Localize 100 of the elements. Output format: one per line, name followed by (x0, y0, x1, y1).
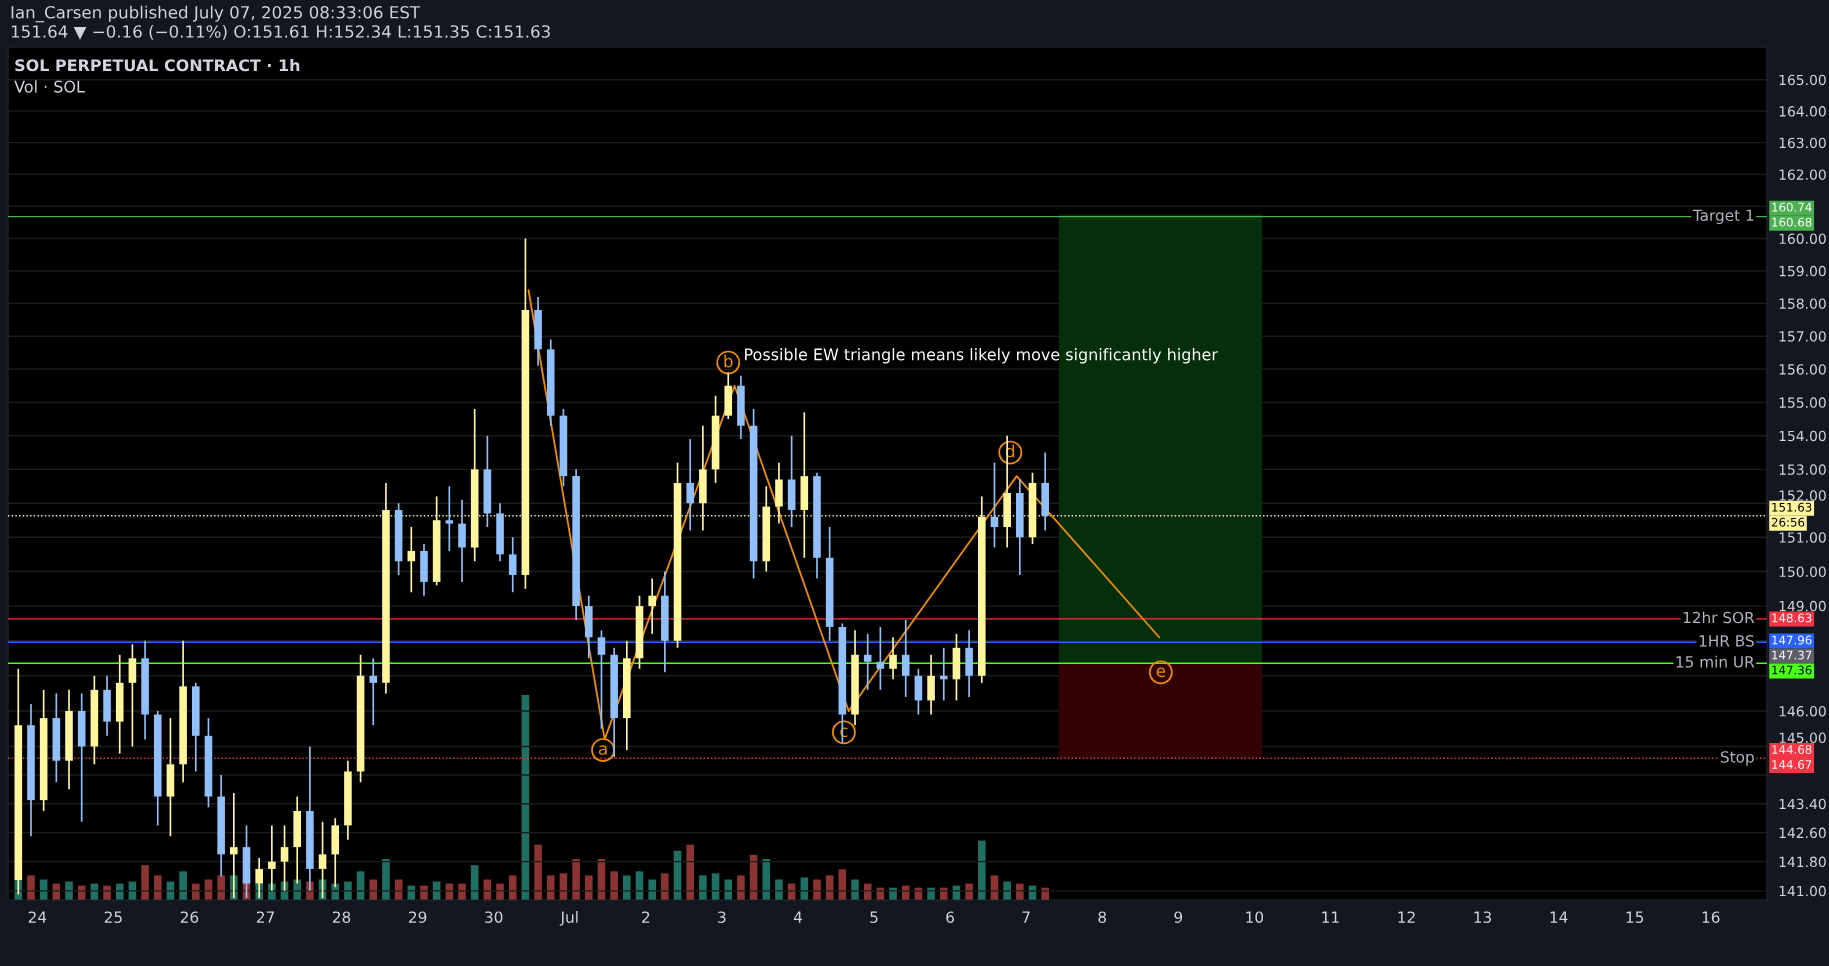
bar (27, 875, 35, 900)
y-tick-label: 155.00 (1779, 397, 1826, 408)
text: 160.74 (1772, 202, 1812, 212)
candlestick (990, 461, 999, 549)
candlestick (889, 636, 897, 681)
x-tick-label: 25 (104, 911, 122, 923)
bar (724, 879, 733, 900)
bar (699, 875, 707, 900)
candlestick (458, 498, 466, 583)
x-tick-label: 28 (332, 911, 351, 923)
x-tick-label: 30 (485, 911, 503, 923)
text: 26:56 (1771, 517, 1805, 527)
x-tick-label: 5 (870, 911, 878, 923)
candlestick (597, 629, 606, 730)
candlestick (445, 485, 454, 552)
bar (141, 865, 149, 900)
y-tick-label: 156.00 (1779, 364, 1826, 375)
x-tick-label: Jul (559, 911, 578, 926)
x-tick-label: 26 (180, 911, 199, 923)
bar (369, 879, 378, 900)
bar (546, 875, 555, 900)
candlestick (876, 626, 885, 691)
x-tick-label: 15 (1626, 911, 1644, 923)
y-tick-label: 157.00 (1779, 331, 1826, 342)
text: 151.64 ▼ −0.16 (−0.11%) O:151.61 H:152.34 L:151.35 C:151.63 (11, 24, 550, 40)
y-tick-label: 152.00 (1779, 490, 1826, 501)
y-tick-label: 164.00 (1779, 106, 1826, 117)
y-tick-label: 158.00 (1779, 298, 1826, 309)
y-tick-label: 141.80 (1779, 856, 1826, 868)
y-tick-label: 146.00 (1779, 705, 1826, 717)
x-tick-label: 8 (1098, 911, 1107, 923)
text: 151.63 (1772, 502, 1812, 512)
ref-line-label: Stop (1720, 751, 1754, 766)
bar (851, 879, 859, 900)
bar (572, 859, 580, 900)
annotation: Possible EW triangle means likely move significantly higher (745, 348, 1218, 364)
x-tick-label: 4 (793, 911, 802, 923)
x-tick-label: 12 (1398, 911, 1415, 923)
y-tick-label: 143.40 (1779, 798, 1826, 810)
y-tick-label: 145.00 (1779, 732, 1826, 744)
y-tick-label: 150.00 (1779, 566, 1826, 578)
y-tick-label: 159.00 (1779, 265, 1826, 277)
x-tick-label: 3 (718, 911, 726, 923)
bar (813, 879, 821, 900)
x-tick-label: 6 (946, 911, 954, 923)
text: 160.68 (1772, 217, 1812, 227)
text: 147.36 (1772, 665, 1812, 675)
annotation: a (598, 745, 607, 755)
y-tick-label: 153.00 (1779, 464, 1826, 475)
x-tick-label: 11 (1322, 911, 1339, 923)
bar (508, 875, 517, 900)
text: Vol · SOL (14, 80, 85, 93)
text: 144.67 (1772, 760, 1812, 769)
text: 147.37 (1772, 650, 1812, 660)
candlestick (407, 526, 416, 594)
annotation: e (1156, 667, 1166, 678)
ref-line-label: 15 min UR (1676, 655, 1755, 668)
candlestick (686, 438, 695, 532)
candlestick (863, 633, 872, 691)
bar (179, 871, 187, 900)
bar (762, 859, 771, 900)
bar (217, 875, 225, 900)
x-tick-label: 13 (1474, 911, 1492, 923)
y-tick-label: 154.00 (1779, 430, 1826, 442)
candlestick (369, 657, 378, 727)
bar (584, 875, 593, 900)
x-tick-label: 14 (1550, 911, 1568, 923)
y-tick-label: 165.00 (1779, 74, 1826, 86)
text: Ian_Carsen published July 07, 2025 08:33:06 EST (11, 5, 421, 23)
text: 147.96 (1772, 635, 1812, 645)
y-tick-label: 151.00 (1779, 532, 1826, 543)
text: SOL PERPETUAL CONTRACT · 1h (15, 58, 300, 72)
bar (153, 875, 162, 900)
bar (648, 879, 656, 900)
bar (661, 873, 669, 900)
x-tick-label: 29 (409, 911, 427, 923)
x-tick-label: 16 (1702, 911, 1720, 923)
candlestick (648, 577, 656, 635)
annotation: b (724, 354, 733, 368)
candlestick (901, 619, 910, 698)
y-tick-label: 149.00 (1779, 600, 1826, 612)
x-tick-label: 10 (1246, 911, 1264, 923)
candlestick (508, 536, 517, 594)
y-tick-label: 160.00 (1779, 233, 1826, 244)
bar (686, 844, 695, 900)
y-tick-label: 163.00 (1779, 137, 1826, 149)
bar (737, 875, 745, 900)
x-tick-label: 7 (1022, 911, 1030, 923)
x-tick-label: 27 (256, 911, 274, 923)
bar (610, 871, 618, 900)
y-tick-label: 141.00 (1779, 885, 1826, 897)
bar (623, 875, 631, 900)
ref-line-label: 1HR BS (1699, 635, 1754, 647)
bar (775, 879, 783, 900)
ref-line-label: Target 1 (1692, 209, 1754, 225)
text: 148.63 (1772, 613, 1812, 623)
y-tick-label: 142.60 (1779, 827, 1826, 839)
bar (977, 840, 986, 900)
x-tick-label: 24 (28, 911, 47, 923)
x-tick-label: 9 (1174, 911, 1183, 923)
